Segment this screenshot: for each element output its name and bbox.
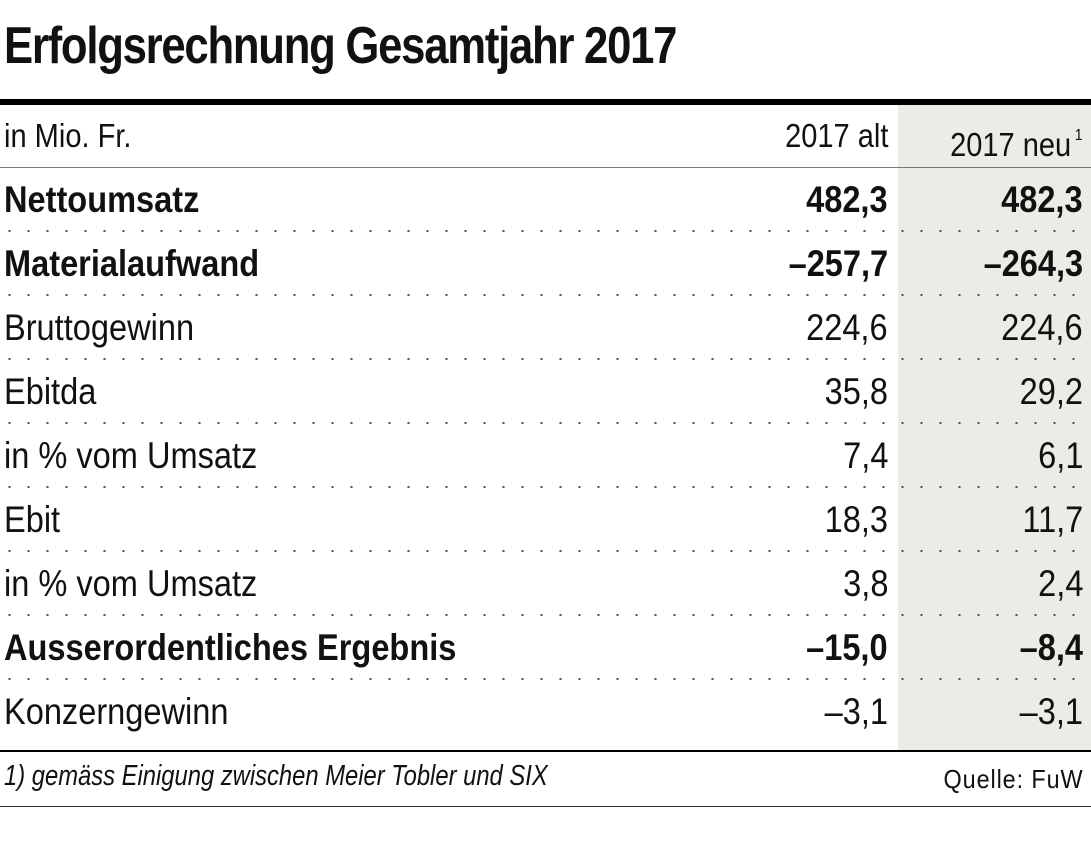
row-divider	[0, 294, 1091, 296]
row-value-neu: 224,6	[1001, 307, 1083, 348]
row-label: Nettoumsatz	[4, 179, 200, 220]
table-row: in % vom Umsatz 3,8 2,4	[0, 552, 1091, 616]
row-value-neu: 6,1	[1037, 435, 1083, 476]
row-label: in % vom Umsatz	[4, 435, 258, 476]
highlight-column	[898, 105, 1091, 750]
footnote: 1) gemäss Einigung zwischen Meier Tobler…	[4, 760, 548, 792]
row-value-alt: –15,0	[806, 627, 888, 668]
row-value-neu: 2,4	[1037, 563, 1083, 604]
page-title: Erfolgsrechnung Gesamtjahr 2017	[4, 17, 677, 75]
footer-rule	[0, 806, 1091, 807]
row-label: Ebit	[4, 499, 61, 540]
row-divider	[0, 550, 1091, 552]
table-row: Ebitda 35,8 29,2	[0, 360, 1091, 424]
row-value-alt: 3,8	[842, 563, 888, 604]
top-rule	[0, 99, 1091, 105]
row-divider	[0, 358, 1091, 360]
row-value-alt: –3,1	[824, 691, 888, 732]
header-col-alt: 2017 alt	[784, 117, 888, 154]
table-row: in % vom Umsatz 7,4 6,1	[0, 424, 1091, 488]
table-row: Materialaufwand –257,7 –264,3	[0, 232, 1091, 296]
row-divider	[0, 678, 1091, 680]
row-value-neu: –3,1	[1019, 691, 1083, 732]
row-value-neu: 29,2	[1019, 371, 1083, 412]
row-label: Ausserordentliches Ergebnis	[4, 627, 457, 668]
row-value-neu: 482,3	[1001, 179, 1083, 220]
row-divider	[0, 422, 1091, 424]
row-divider	[0, 230, 1091, 232]
row-divider	[0, 486, 1091, 488]
table-row: Ebit 18,3 11,7	[0, 488, 1091, 552]
row-value-alt: –257,7	[788, 243, 888, 284]
header-col-neu: 2017 neu 1	[951, 105, 1083, 176]
header-unit-label: in Mio. Fr.	[4, 117, 132, 154]
row-value-alt: 7,4	[842, 435, 888, 476]
table-row: Ausserordentliches Ergebnis –15,0 –8,4	[0, 616, 1091, 680]
row-value-neu: 11,7	[1022, 499, 1083, 540]
table-row: Nettoumsatz 482,3 482,3	[0, 168, 1091, 232]
row-divider	[0, 614, 1091, 616]
row-label: Materialaufwand	[4, 243, 260, 284]
header-col-neu-label: 2017 neu	[950, 126, 1072, 163]
table-row: Bruttogewinn 224,6 224,6	[0, 296, 1091, 360]
table-header: in Mio. Fr. 2017 alt 2017 neu 1	[0, 105, 1091, 167]
table-row: Konzerngewinn –3,1 –3,1	[0, 680, 1091, 744]
row-label: Konzerngewinn	[4, 691, 229, 732]
source-credit: Quelle: FuW	[943, 764, 1083, 794]
row-value-alt: 224,6	[806, 307, 888, 348]
row-label: Bruttogewinn	[4, 307, 195, 348]
row-value-neu: –264,3	[983, 243, 1083, 284]
bottom-rule	[0, 750, 1091, 752]
row-label: in % vom Umsatz	[4, 563, 258, 604]
footnote-marker: 1	[1075, 127, 1083, 144]
row-value-neu: –8,4	[1019, 627, 1083, 668]
header-divider	[0, 167, 1091, 168]
row-value-alt: 482,3	[806, 179, 888, 220]
row-label: Ebitda	[4, 371, 97, 412]
row-value-alt: 35,8	[824, 371, 888, 412]
row-value-alt: 18,3	[824, 499, 888, 540]
